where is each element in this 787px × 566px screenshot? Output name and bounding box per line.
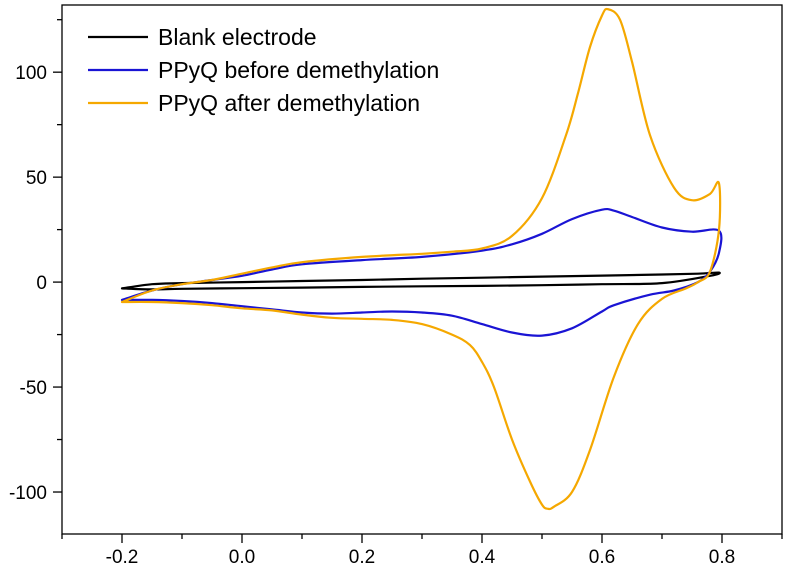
x-tick-label: 0.2 <box>349 547 375 566</box>
series-lines <box>120 7 723 511</box>
x-tick-label: 0.8 <box>709 547 735 566</box>
x-tick-label: 0.4 <box>469 547 496 566</box>
legend: Blank electrode PPyQ before demethylation… <box>88 24 439 116</box>
y-axis-ticks: -100 -50 0 50 100 <box>9 19 62 504</box>
plot-frame <box>61 4 783 535</box>
y-tick-label: -50 <box>20 378 47 399</box>
x-tick-label: -0.2 <box>106 547 139 566</box>
x-tick-label: 0.6 <box>589 547 615 566</box>
y-tick-label: -100 <box>9 483 47 504</box>
legend-label: Blank electrode <box>158 24 317 50</box>
x-axis-ticks: -0.2 0.0 0.2 0.4 0.6 0.8 <box>61 534 783 566</box>
x-tick-label: 0.0 <box>229 547 255 566</box>
y-tick-label: 0 <box>36 273 47 294</box>
legend-label: PPyQ before demethylation <box>158 57 439 83</box>
legend-label: PPyQ after demethylation <box>158 90 420 116</box>
y-tick-label: 50 <box>26 168 47 189</box>
y-tick-label: 100 <box>15 63 47 84</box>
series-line-ppyq-after-demethylation <box>120 7 722 511</box>
series-line-blank-electrode <box>120 271 721 291</box>
series-line-ppyq-before-demethylation <box>120 207 723 337</box>
